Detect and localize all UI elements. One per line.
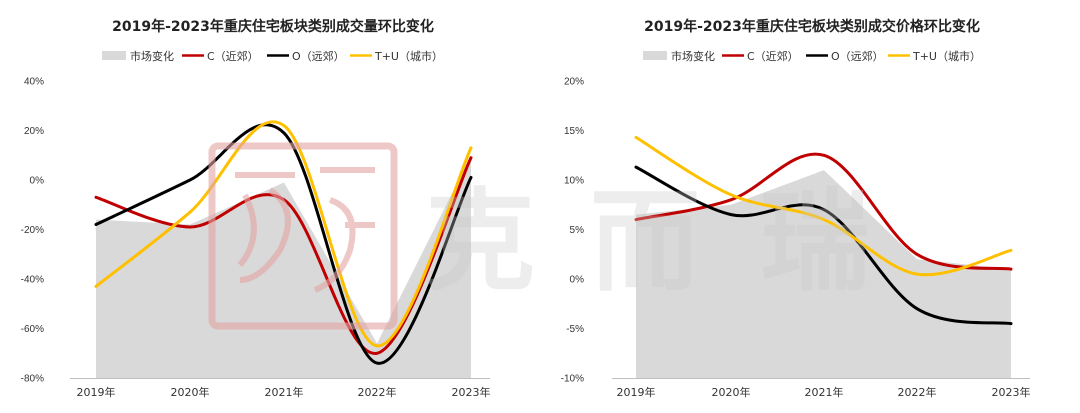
y-tick-label: -10% bbox=[561, 374, 584, 385]
x-tick-label: 2020年 bbox=[171, 385, 210, 399]
legend-label-market: 市场变化 bbox=[671, 49, 715, 63]
price-chart: 2019年-2023年重庆住宅板块类别成交价格环比变化 市场变化 C（近郊） O… bbox=[561, 18, 1031, 399]
series-line-tu bbox=[634, 135, 1013, 277]
y-tick-label: 40% bbox=[24, 77, 44, 88]
watermark-char-3: 瑞 bbox=[760, 178, 870, 306]
x-tick-label: 2023年 bbox=[452, 385, 491, 399]
y-tick-label: 20% bbox=[24, 126, 44, 137]
y-tick-label: 0% bbox=[30, 176, 45, 187]
x-tick-label: 2022年 bbox=[898, 385, 937, 399]
volume-plot-area: 40% 20% 0% -20% -40% -60% -80% 2019年 2020年 2021年 2… bbox=[21, 77, 491, 400]
y-tick-label: -5% bbox=[566, 324, 584, 335]
x-tick-label: 2021年 bbox=[265, 385, 304, 399]
x-tick-label: 2019年 bbox=[617, 385, 656, 399]
x-tick-label: 2023年 bbox=[992, 385, 1031, 399]
series-line-tu bbox=[94, 120, 473, 348]
x-tick-label: 2021年 bbox=[805, 385, 844, 399]
y-tick-label: 15% bbox=[564, 126, 584, 137]
legend-label-o: O（远郊） bbox=[831, 50, 884, 63]
legend-label-c: C（近郊） bbox=[747, 50, 799, 63]
y-tick-label: 0% bbox=[570, 275, 585, 286]
x-tick-label: 2022年 bbox=[358, 385, 397, 399]
legend-label-tu: T+U（城市） bbox=[912, 49, 981, 63]
series-line-o bbox=[94, 123, 473, 365]
watermark-seal-glyph bbox=[235, 167, 375, 293]
watermark-seal bbox=[208, 142, 398, 330]
legend-label-o: O（远郊） bbox=[292, 50, 345, 63]
market-change-area bbox=[96, 155, 471, 378]
watermark-char-1: 克 bbox=[425, 178, 535, 306]
series-line-o bbox=[634, 165, 1013, 326]
volume-chart: 2019年-2023年重庆住宅板块类别成交量环比变化 市场变化 C（近郊） O（… bbox=[21, 18, 491, 399]
legend-swatch-market bbox=[102, 51, 126, 60]
market-change-area bbox=[636, 170, 1011, 378]
y-tick-label: -80% bbox=[21, 374, 44, 385]
price-chart-title: 2019年-2023年重庆住宅板块类别成交价格环比变化 bbox=[644, 18, 980, 35]
legend-label-market: 市场变化 bbox=[130, 49, 174, 63]
watermark-char-2: 而 bbox=[590, 178, 700, 306]
legend-swatch-market bbox=[643, 51, 667, 60]
price-chart-legend: 市场变化 C（近郊） O（远郊） T+U（城市） bbox=[643, 49, 981, 63]
y-tick-label: -40% bbox=[21, 275, 44, 286]
y-tick-label: -20% bbox=[21, 225, 44, 236]
volume-chart-legend: 市场变化 C（近郊） O（远郊） T+U（城市） bbox=[102, 49, 443, 63]
y-tick-label: -60% bbox=[21, 324, 44, 335]
legend-label-c: C（近郊） bbox=[207, 50, 259, 63]
volume-chart-title: 2019年-2023年重庆住宅板块类别成交量环比变化 bbox=[112, 18, 434, 35]
x-tick-label: 2020年 bbox=[712, 385, 751, 399]
x-tick-label: 2019年 bbox=[77, 385, 116, 399]
cric-watermark: 克 而 瑞 bbox=[208, 142, 870, 330]
y-tick-label: 5% bbox=[570, 225, 585, 236]
price-plot-area: 20% 15% 10% 5% 0% -5% -10% 2019年 2020年 2021年 2022年… bbox=[561, 77, 1031, 400]
y-tick-label: 10% bbox=[564, 176, 584, 187]
y-tick-label: 20% bbox=[564, 77, 584, 88]
legend-label-tu: T+U（城市） bbox=[374, 49, 443, 63]
